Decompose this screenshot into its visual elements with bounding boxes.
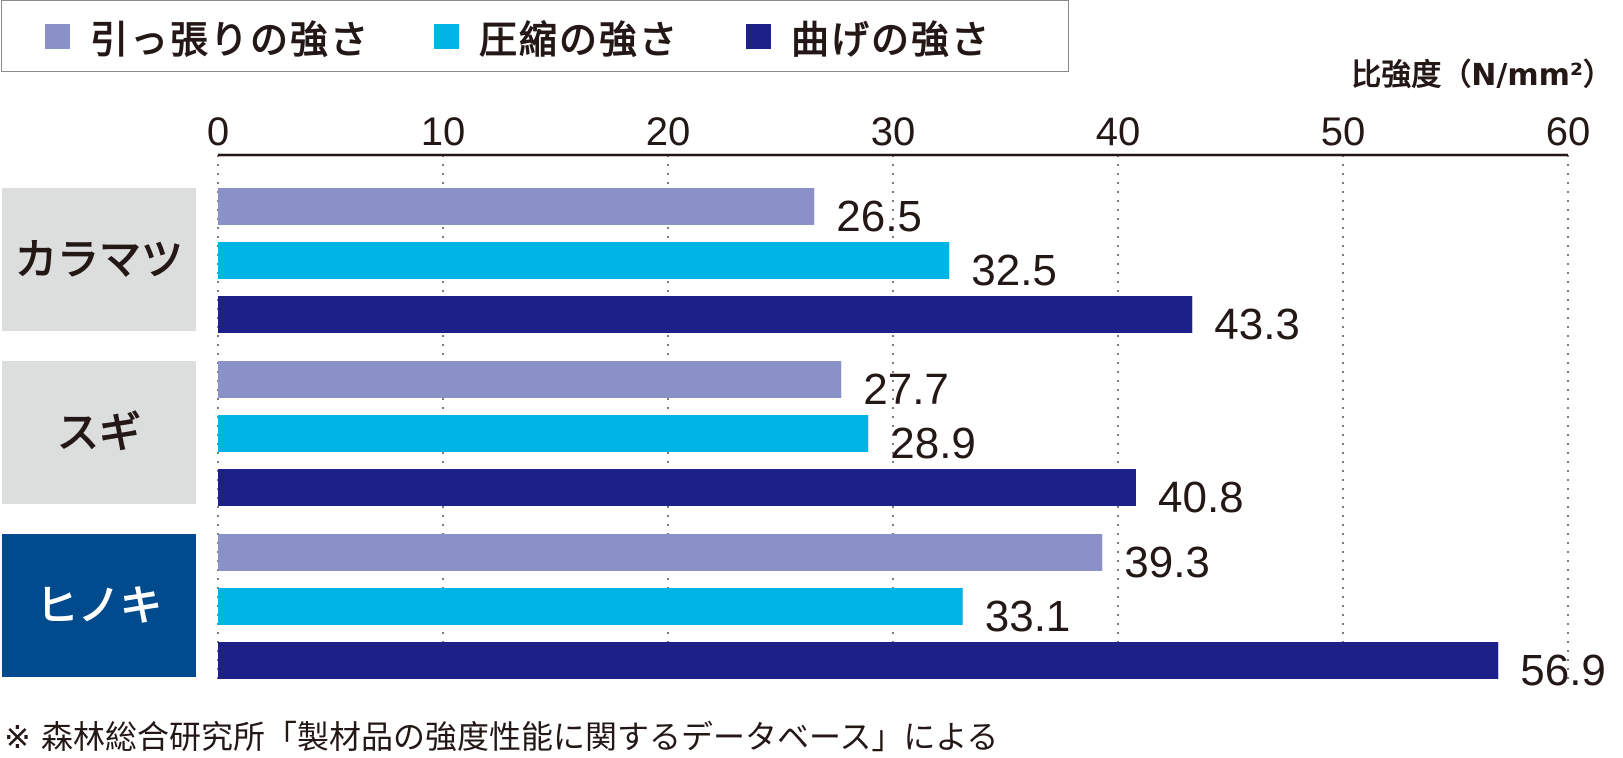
value-label-2-1: 33.1 [985, 592, 1071, 641]
bar-0-2 [218, 296, 1193, 333]
legend-label-tension: 引っ張りの強さ [90, 17, 371, 62]
tick-label-30: 30 [871, 110, 916, 154]
tick-label-60: 60 [1546, 110, 1591, 154]
legend-swatch-tension [45, 23, 70, 49]
bar-1-2 [218, 469, 1136, 506]
category-label-1: スギ [57, 408, 141, 457]
bar-2-1 [218, 588, 963, 625]
axis-unit-label: 比強度（N/mm²） [1351, 58, 1613, 93]
value-label-0-2: 43.3 [1214, 300, 1300, 349]
bar-chart: 0 10 20 30 40 50 60 カラマツ 26.5 32.5 43.3 スギ 27.7 28.9 4… [2, 110, 1606, 695]
value-label-1-0: 27.7 [863, 365, 949, 414]
legend-item-compression: 圧縮の強さ [434, 13, 679, 62]
value-label-1-1: 28.9 [890, 419, 976, 468]
bar-1-0 [218, 361, 842, 398]
category-box-2 [2, 534, 196, 677]
legend-item-bending: 曲げの強さ [746, 13, 991, 62]
legend-swatch-bending [746, 23, 771, 49]
legend-item-tension: 引っ張りの強さ [45, 13, 370, 62]
bar-2-0 [218, 534, 1103, 571]
value-label-0-1: 32.5 [971, 246, 1057, 295]
category-label-0: カラマツ [15, 235, 183, 284]
category-label-2: ヒノキ [36, 581, 162, 630]
chart-legend: 引っ張りの強さ 圧縮の強さ 曲げの強さ [1, 0, 1069, 72]
category-box-0 [2, 188, 196, 331]
tick-label-0: 0 [207, 110, 229, 154]
legend-label-compression: 圧縮の強さ [479, 17, 680, 62]
bar-0-1 [218, 242, 950, 279]
value-label-1-2: 40.8 [1158, 473, 1244, 522]
footnote: ※ 森林総合研究所「製材品の強度性能に関するデータベース」による [4, 718, 999, 756]
tick-label-40: 40 [1096, 110, 1141, 154]
bar-2-2 [218, 642, 1499, 679]
value-label-2-0: 39.3 [1124, 538, 1210, 587]
tick-label-10: 10 [421, 110, 466, 154]
legend-label-bending: 曲げの強さ [791, 17, 992, 62]
value-label-0-0: 26.5 [836, 192, 922, 241]
value-label-2-2: 56.9 [1520, 646, 1606, 695]
tick-label-20: 20 [646, 110, 691, 154]
bar-1-1 [218, 415, 869, 452]
tick-label-50: 50 [1321, 110, 1366, 154]
bar-0-0 [218, 188, 815, 225]
category-box-1 [2, 361, 196, 504]
legend-swatch-compression [434, 23, 459, 49]
